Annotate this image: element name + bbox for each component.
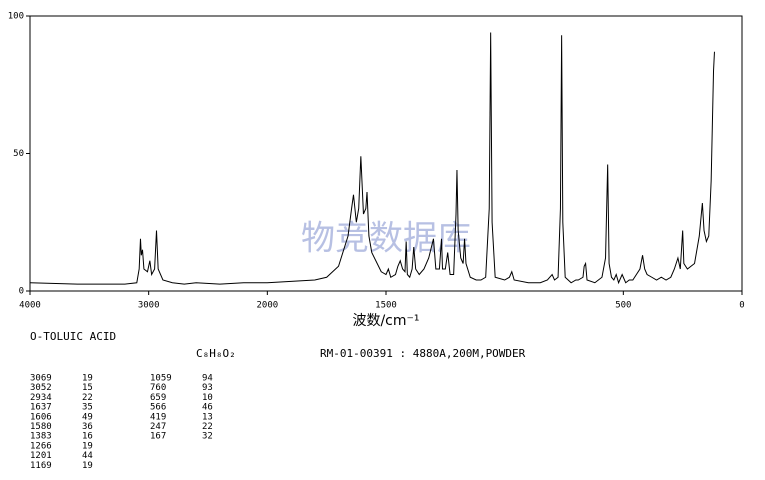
- peak-wavenumber: 419: [150, 412, 166, 422]
- x-tick-label: 3000: [138, 301, 160, 311]
- peak-intensity: 19: [82, 461, 93, 471]
- peak-wavenumber: 1580: [30, 422, 52, 432]
- peak-intensity: 15: [82, 383, 93, 393]
- spectrum-line: [29, 32, 715, 285]
- peak-intensity: 13: [202, 412, 213, 422]
- peak-wavenumber: 1606: [30, 412, 52, 422]
- x-tick-label: 2000: [256, 301, 278, 311]
- x-tick-label: 0: [739, 301, 744, 311]
- reference: RM-01-00391 : 4880A,200M,POWDER: [320, 347, 526, 360]
- peak-intensity: 16: [82, 432, 93, 442]
- watermark: 物竞数据库: [301, 219, 471, 259]
- peak-wavenumber: 566: [150, 403, 166, 413]
- peak-intensity: 19: [82, 374, 93, 384]
- peak-intensity: 32: [202, 432, 213, 442]
- x-tick-label: 500: [615, 301, 631, 311]
- compound-name: O-TOLUIC ACID: [30, 330, 116, 343]
- peak-intensity: 22: [202, 422, 213, 432]
- peak-wavenumber: 659: [150, 393, 166, 403]
- y-tick-label: 0: [19, 287, 24, 297]
- peak-wavenumber: 3069: [30, 374, 52, 384]
- peak-wavenumber: 1201: [30, 451, 52, 461]
- x-tick-label: 4000: [19, 301, 41, 311]
- peak-wavenumber: 1637: [30, 403, 52, 413]
- peak-intensity: 36: [82, 422, 93, 432]
- peak-intensity: 49: [82, 412, 93, 422]
- peak-intensity: 44: [82, 451, 93, 461]
- peak-wavenumber: 247: [150, 422, 166, 432]
- peak-intensity: 94: [202, 374, 213, 384]
- peak-wavenumber: 1059: [150, 374, 172, 384]
- peak-wavenumber: 1169: [30, 461, 52, 471]
- peak-intensity: 93: [202, 383, 213, 393]
- peak-intensity: 22: [82, 393, 93, 403]
- peak-intensity: 35: [82, 403, 93, 413]
- y-tick-label: 100: [8, 12, 24, 22]
- peak-intensity: 10: [202, 393, 213, 403]
- peak-wavenumber: 3052: [30, 383, 52, 393]
- formula: C₈H₈O₂: [196, 347, 236, 360]
- peak-intensity: 46: [202, 403, 213, 413]
- x-tick-label: 1500: [375, 301, 397, 311]
- peak-wavenumber: 760: [150, 383, 166, 393]
- x-axis-label: 波数/cm⁻¹: [352, 313, 419, 329]
- peak-wavenumber: 167: [150, 432, 166, 442]
- peak-intensity: 19: [82, 441, 93, 451]
- peak-wavenumber: 1266: [30, 441, 52, 451]
- y-tick-label: 50: [13, 149, 24, 159]
- peak-wavenumber: 1383: [30, 432, 52, 442]
- peak-wavenumber: 2934: [30, 393, 52, 403]
